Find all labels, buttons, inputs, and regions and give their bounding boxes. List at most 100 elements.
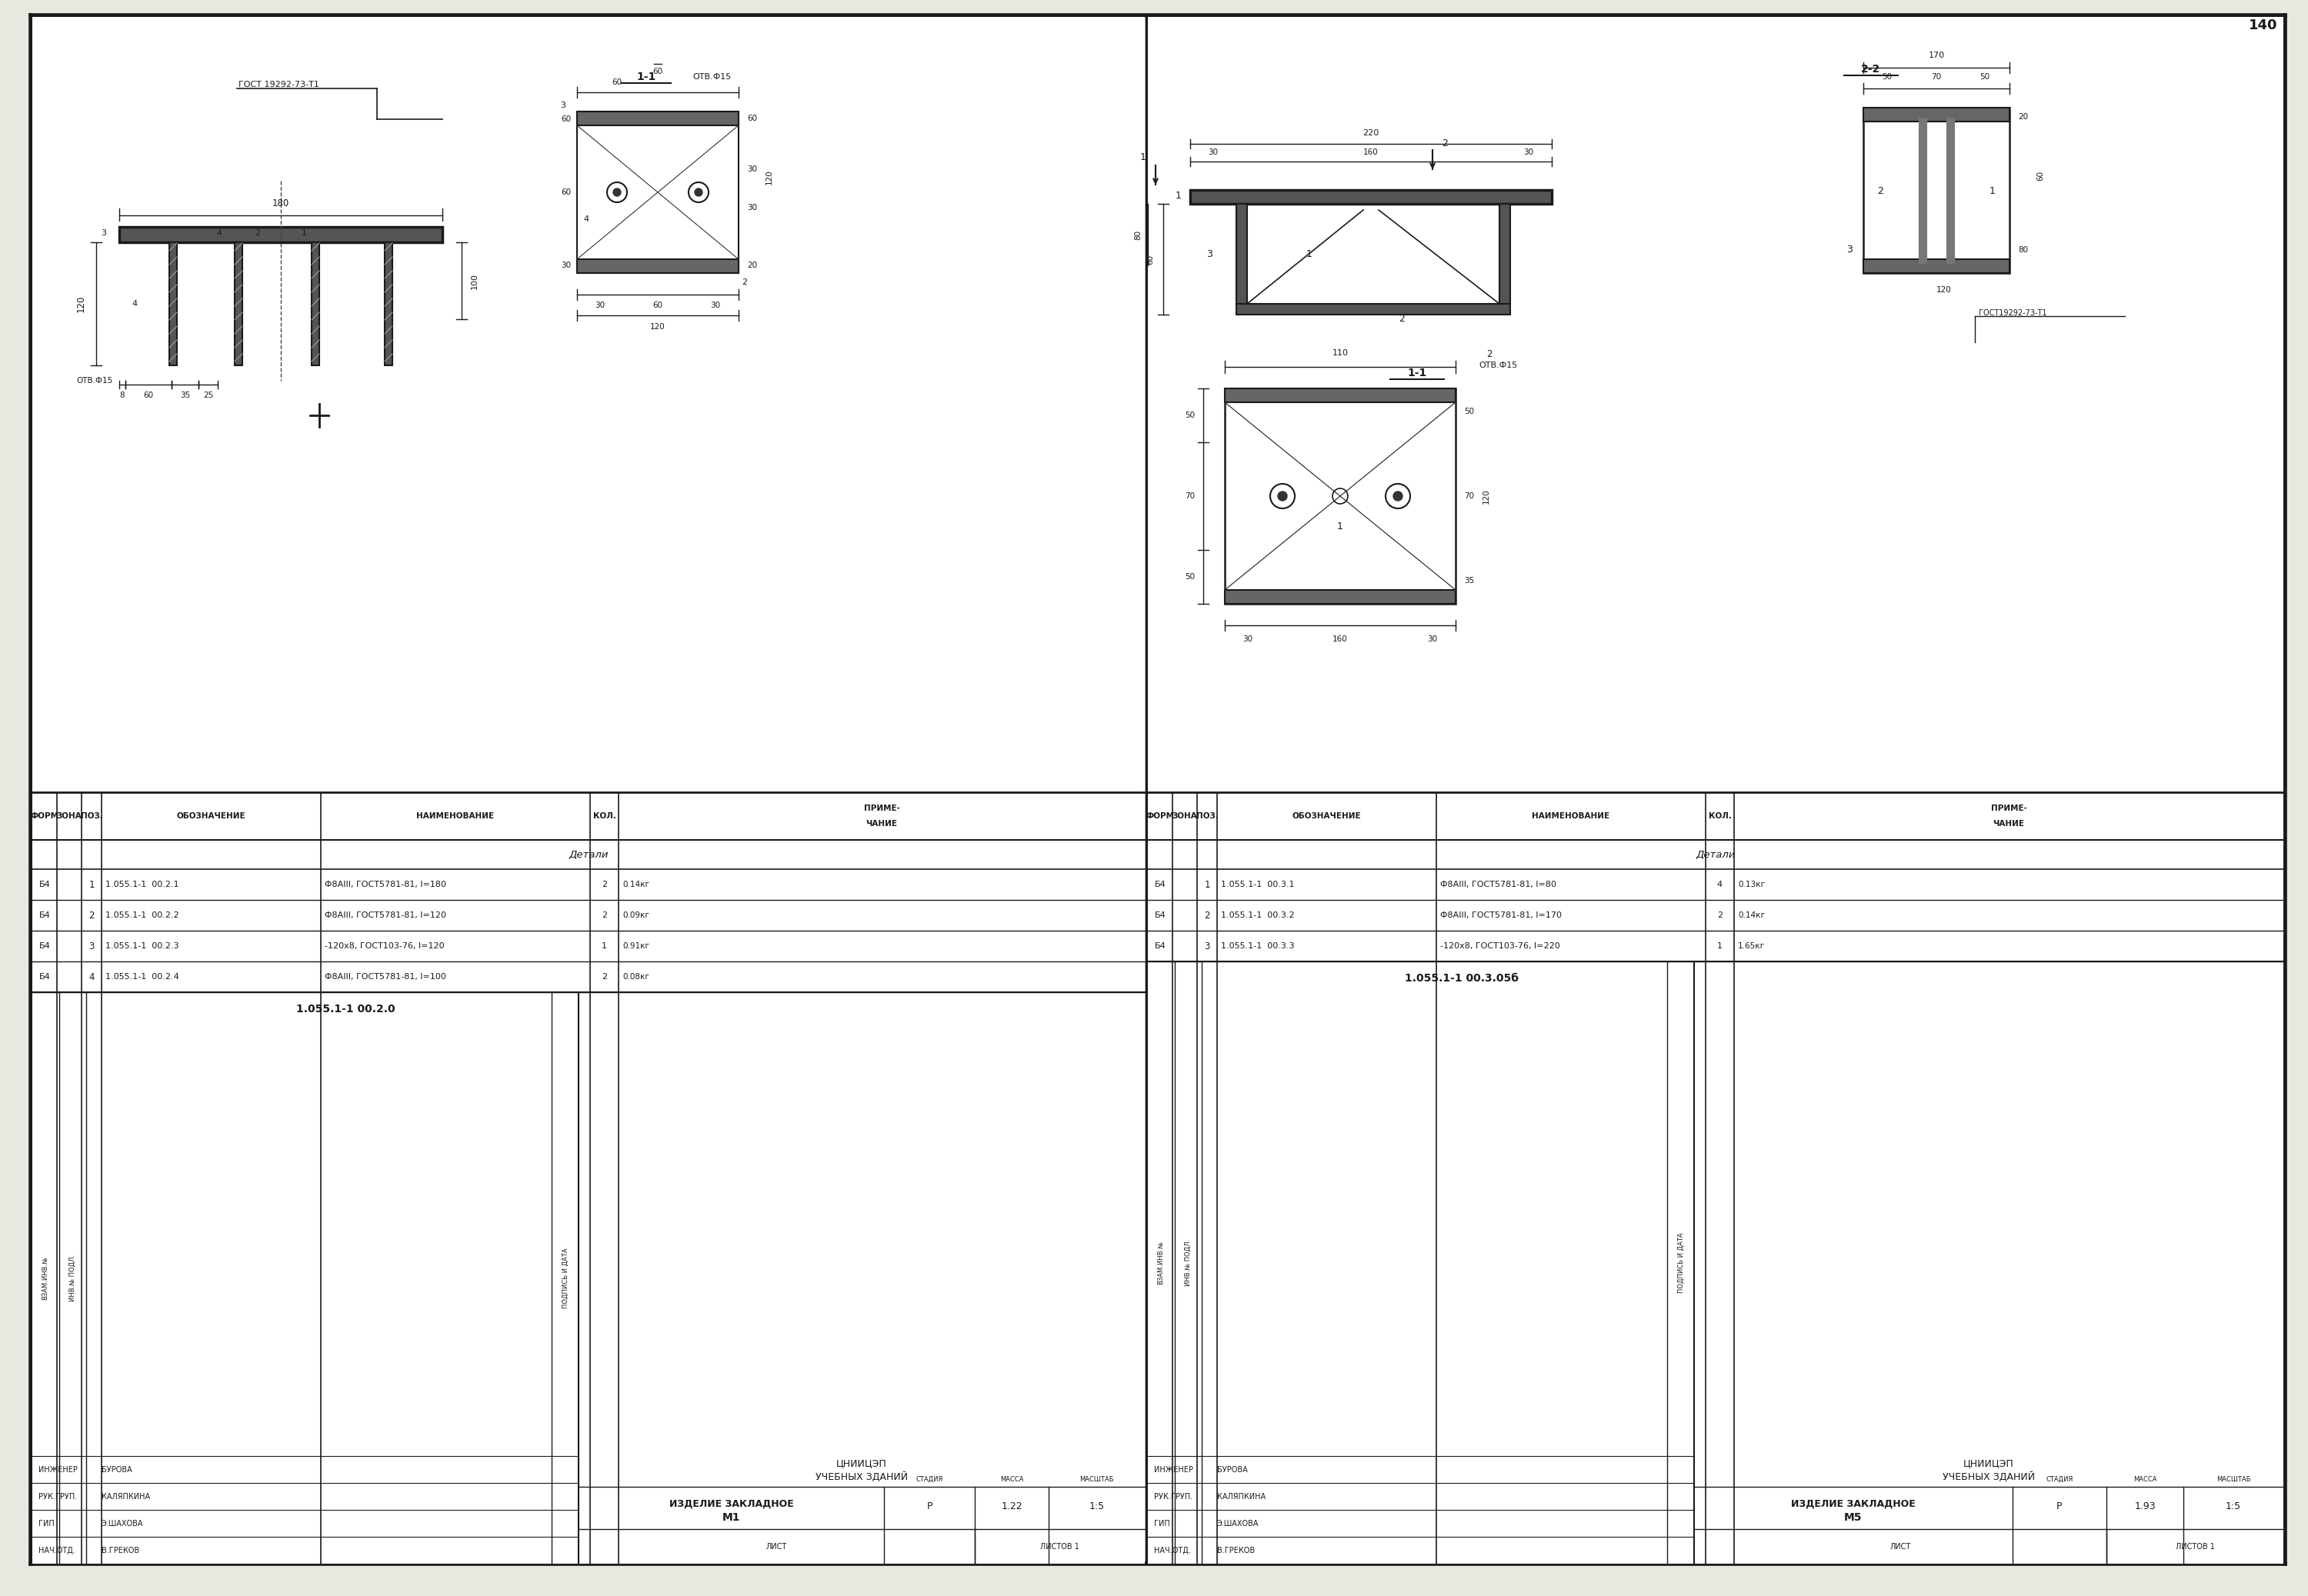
Text: ОБОЗНАЧЕНИЕ: ОБОЗНАЧЕНИЕ — [178, 812, 245, 820]
Text: 1.055.1-1 00.2.0: 1.055.1-1 00.2.0 — [295, 1004, 395, 1015]
Text: Ф8АIII, ГОСТ5781-81, l=170: Ф8АIII, ГОСТ5781-81, l=170 — [1440, 911, 1563, 919]
Text: 1: 1 — [1175, 192, 1182, 201]
Text: ЗОНА: ЗОНА — [1172, 812, 1198, 820]
Bar — [1237, 204, 1246, 303]
Text: 1.055.1-1  00.2.4: 1.055.1-1 00.2.4 — [106, 974, 180, 980]
Text: ЧАНИЕ: ЧАНИЕ — [1992, 820, 2024, 828]
Text: 1: 1 — [1717, 942, 1722, 950]
Text: 30: 30 — [1242, 635, 1253, 643]
Bar — [235, 243, 242, 365]
Text: ИЗДЕЛИЕ ЗАКЛАДНОЕ: ИЗДЕЛИЕ ЗАКЛАДНОЕ — [1791, 1499, 1916, 1508]
Text: 4: 4 — [132, 300, 138, 308]
Text: 35: 35 — [180, 391, 189, 399]
Text: НАЧ.ОТД.: НАЧ.ОТД. — [39, 1547, 76, 1555]
Text: Б4: Б4 — [39, 942, 51, 950]
Text: 1.055.1-1  00.3.1: 1.055.1-1 00.3.1 — [1221, 881, 1295, 889]
Text: 2-2: 2-2 — [1860, 64, 1881, 75]
Text: 120: 120 — [76, 295, 85, 313]
Text: ИНЖЕНЕР: ИНЖЕНЕР — [1154, 1467, 1193, 1473]
Text: 2: 2 — [1876, 185, 1883, 196]
Text: 50: 50 — [1881, 73, 1893, 81]
Text: КАЛЯПКИНА: КАЛЯПКИНА — [102, 1492, 150, 1500]
Bar — [577, 112, 739, 126]
Text: 160: 160 — [1364, 148, 1378, 156]
Text: 3: 3 — [561, 102, 565, 109]
Text: -120х8, ГОСТ103-76, l=220: -120х8, ГОСТ103-76, l=220 — [1440, 942, 1560, 950]
Text: ЗОНА: ЗОНА — [58, 812, 81, 820]
Text: ПРИМЕ-: ПРИМЕ- — [1992, 804, 2026, 812]
Text: 1: 1 — [602, 942, 607, 950]
Bar — [1863, 107, 2010, 273]
Text: 1.65кг: 1.65кг — [1738, 942, 1766, 950]
Bar — [1191, 190, 1551, 204]
Text: ГИП: ГИП — [39, 1519, 55, 1527]
Text: УЧЕБНЫХ ЗДАНИЙ: УЧЕБНЫХ ЗДАНИЙ — [1943, 1472, 2036, 1483]
Text: 1.055.1-1  00.3.2: 1.055.1-1 00.3.2 — [1221, 911, 1295, 919]
Text: 30: 30 — [748, 204, 757, 212]
Text: Ф8АIII, ГОСТ5781-81, l=120: Ф8АIII, ГОСТ5781-81, l=120 — [325, 911, 445, 919]
Text: 60: 60 — [612, 78, 623, 86]
Text: 1.055.1-1  00.2.2: 1.055.1-1 00.2.2 — [106, 911, 180, 919]
Text: 1: 1 — [1989, 185, 1996, 196]
Text: 110: 110 — [1332, 350, 1348, 358]
Text: НАИМЕНОВАНИЕ: НАИМЕНОВАНИЕ — [1533, 812, 1611, 820]
Text: 80: 80 — [2017, 246, 2029, 254]
Text: 20: 20 — [2017, 113, 2029, 121]
Circle shape — [614, 188, 621, 196]
Text: ГОСТ19292-73-Т1: ГОСТ19292-73-Т1 — [1978, 310, 2047, 318]
Text: КАЛЯПКИНА: КАЛЯПКИНА — [1216, 1492, 1265, 1500]
Text: КОЛ.: КОЛ. — [1708, 812, 1731, 820]
Text: 1:5: 1:5 — [1089, 1500, 1106, 1511]
Text: 3: 3 — [88, 942, 95, 951]
Text: ЛИСТ: ЛИСТ — [766, 1543, 787, 1551]
Bar — [577, 112, 739, 273]
Text: 3: 3 — [1205, 942, 1209, 951]
Text: Б4: Б4 — [1154, 942, 1166, 950]
Text: 4: 4 — [217, 230, 222, 236]
Bar — [1147, 18, 2283, 1564]
Text: КОЛ.: КОЛ. — [593, 812, 616, 820]
Text: 1: 1 — [300, 230, 307, 236]
Text: Р: Р — [928, 1500, 932, 1511]
Text: 4: 4 — [88, 972, 95, 982]
Text: 30: 30 — [595, 302, 605, 310]
Text: М1: М1 — [722, 1511, 741, 1523]
Text: 1.055.1-1 00.3.05б: 1.055.1-1 00.3.05б — [1403, 974, 1519, 983]
Text: ИНВ.№ ПОДЛ.: ИНВ.№ ПОДЛ. — [1184, 1238, 1191, 1286]
Text: 60: 60 — [1147, 254, 1154, 265]
Text: 120: 120 — [1936, 286, 1953, 294]
Text: НАИМЕНОВАНИЕ: НАИМЕНОВАНИЕ — [415, 812, 494, 820]
Text: Б4: Б4 — [1154, 911, 1166, 919]
Text: 20: 20 — [748, 262, 757, 270]
Circle shape — [695, 188, 702, 196]
Text: 60: 60 — [561, 115, 572, 123]
Text: Ф8АIII, ГОСТ5781-81, l=80: Ф8АIII, ГОСТ5781-81, l=80 — [1440, 881, 1556, 889]
Circle shape — [1394, 492, 1403, 501]
Text: Детали: Детали — [1696, 849, 1736, 860]
Text: ВЗАМ.ИНВ.№: ВЗАМ.ИНВ.№ — [1156, 1240, 1163, 1285]
Circle shape — [1279, 492, 1288, 501]
Text: 30: 30 — [1207, 148, 1219, 156]
Text: 50: 50 — [1184, 573, 1196, 581]
Text: 30: 30 — [561, 262, 572, 270]
Text: 0.08кг: 0.08кг — [623, 974, 649, 980]
Text: 60: 60 — [2036, 171, 2045, 180]
Text: 2: 2 — [1442, 139, 1447, 148]
Bar — [1237, 303, 1509, 314]
Text: 30: 30 — [1426, 635, 1438, 643]
Text: 2: 2 — [602, 974, 607, 980]
Text: 2: 2 — [1205, 910, 1209, 921]
Text: 70: 70 — [1184, 492, 1196, 500]
Text: М5: М5 — [1844, 1511, 1863, 1523]
Text: Ф8АIII, ГОСТ5781-81, l=180: Ф8АIII, ГОСТ5781-81, l=180 — [325, 881, 445, 889]
Text: 2: 2 — [1486, 350, 1491, 359]
Bar — [1500, 204, 1509, 303]
Text: 8: 8 — [120, 391, 125, 399]
Text: ПОЗ.: ПОЗ. — [81, 812, 102, 820]
Text: 60: 60 — [653, 302, 662, 310]
Text: ОТВ.Ф15: ОТВ.Ф15 — [692, 73, 732, 81]
Text: 1.055.1-1  00.2.3: 1.055.1-1 00.2.3 — [106, 942, 180, 950]
Text: 1.22: 1.22 — [1002, 1500, 1022, 1511]
Text: 0.91кг: 0.91кг — [623, 942, 649, 950]
Text: 4: 4 — [1717, 881, 1722, 889]
